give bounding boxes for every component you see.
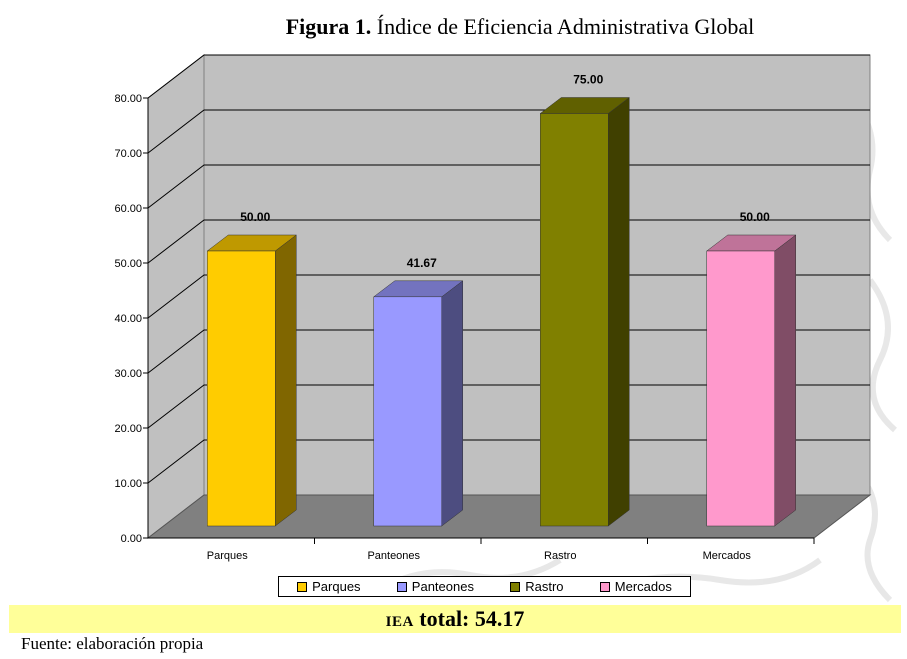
- legend-label: Panteones: [411, 579, 474, 594]
- chart-title: Figura 1. Índice de Eficiencia Administr…: [0, 14, 907, 40]
- y-tick-label: 30.00: [114, 368, 142, 380]
- bar-side: [774, 234, 796, 527]
- bar-side: [275, 234, 297, 527]
- chart-legend: Parques Panteones Rastro Mercados: [278, 576, 691, 597]
- bar-side: [441, 280, 463, 527]
- iea-prefix: IEA: [385, 614, 414, 630]
- bar-front: [706, 250, 775, 527]
- y-tick-label: 50.00: [114, 258, 142, 270]
- iea-label: total:: [419, 606, 470, 631]
- iea-total-banner: IEA total: 54.17: [9, 605, 901, 633]
- y-tick-label: 10.00: [114, 478, 142, 490]
- bar-side: [608, 96, 630, 527]
- gridline: [147, 274, 870, 319]
- source-note: Fuente: elaboración propia: [21, 634, 204, 653]
- legend-item: Panteones: [396, 579, 474, 594]
- bar-rastro: 75.00: [539, 73, 630, 527]
- x-tick-label: Panteones: [367, 550, 420, 562]
- gridline: [147, 219, 870, 264]
- bar-front: [373, 296, 442, 527]
- x-tick-label: Rastro: [544, 550, 576, 562]
- bar-front: [540, 113, 609, 527]
- legend-label: Mercados: [614, 579, 672, 594]
- y-tick-label: 60.00: [114, 203, 142, 215]
- figure-title: Índice de Eficiencia Administrativa Glob…: [376, 14, 755, 39]
- y-tick-label: 0.00: [121, 533, 142, 545]
- gridline: [147, 109, 870, 154]
- legend-swatch: [396, 581, 407, 592]
- figure-label: Figura 1.: [285, 14, 372, 39]
- data-label: 50.00: [740, 210, 770, 224]
- gridline: [147, 439, 870, 484]
- data-label: 41.67: [407, 256, 437, 270]
- legend-swatch: [510, 581, 521, 592]
- legend-item: Rastro: [510, 579, 564, 594]
- legend-swatch: [599, 581, 610, 592]
- x-tick-label: Mercados: [703, 550, 752, 562]
- bar-parques: 50.00: [206, 210, 297, 527]
- y-tick-label: 40.00: [114, 313, 142, 325]
- y-tick-label: 20.00: [114, 423, 142, 435]
- gridline: [147, 54, 870, 99]
- legend-item: Parques: [297, 579, 361, 594]
- iea-value: 54.17: [474, 606, 525, 631]
- gridline: [147, 329, 870, 374]
- gridline: [147, 164, 870, 209]
- legend-label: Parques: [312, 579, 361, 594]
- legend-label: Rastro: [525, 579, 564, 594]
- bar-panteones: 41.67: [373, 256, 464, 527]
- y-tick-label: 80.00: [114, 93, 142, 105]
- data-label: 50.00: [240, 210, 270, 224]
- bar-front: [207, 250, 276, 527]
- y-tick-label: 70.00: [114, 148, 142, 160]
- legend-swatch: [297, 581, 308, 592]
- bar-mercados: 50.00: [706, 210, 797, 527]
- data-label: 75.00: [573, 73, 603, 87]
- x-tick-label: Parques: [207, 550, 248, 562]
- legend-item: Mercados: [599, 579, 672, 594]
- gridline: [147, 384, 870, 429]
